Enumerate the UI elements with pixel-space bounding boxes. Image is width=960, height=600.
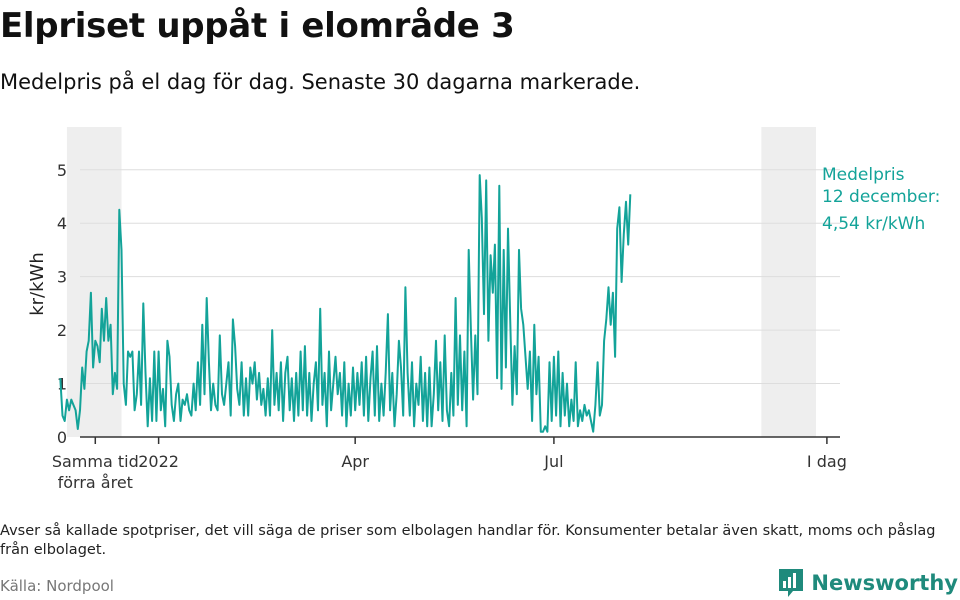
- y-tick-label-1: 1: [57, 375, 67, 394]
- x-tick-label-0: Samma tid: [52, 452, 139, 471]
- x-tick-label-0-line-2: förra året: [58, 473, 133, 492]
- brand-name: Newsworthy: [811, 571, 958, 595]
- x-tick-label-2: Apr: [341, 452, 369, 471]
- y-axis-ticks: 0 1 2 3 4 5: [57, 161, 67, 447]
- x-tick-label-3: Jul: [543, 452, 563, 471]
- annotation-line-3: 4,54 kr/kWh: [822, 214, 925, 234]
- y-tick-label-5: 5: [57, 161, 67, 180]
- annotation-line-1: Medelpris: [822, 165, 905, 185]
- shaded-period-1: [761, 127, 816, 437]
- brand-logo[interactable]: Newsworthy: [777, 566, 958, 600]
- annotation-line-2: 12 december:: [822, 187, 940, 207]
- x-tick-label-4: I dag: [807, 452, 847, 471]
- footnote: Avser så kallade spotpriser, det vill sä…: [0, 523, 936, 558]
- y-tick-label-2: 2: [57, 321, 67, 340]
- y-tick-label-4: 4: [57, 214, 67, 233]
- y-axis-label: kr/kWh: [27, 252, 48, 316]
- chart-subtitle: Medelpris på el dag för dag. Senaste 30 …: [0, 70, 641, 94]
- newsworthy-logo-icon: [779, 569, 804, 597]
- x-axis-ticks: Samma tid förra året 2022 Apr Jul I dag: [52, 437, 847, 492]
- source-credit: Källa: Nordpool: [0, 577, 114, 595]
- chart-title: Elpriset uppåt i elområde 3: [0, 6, 515, 46]
- series-line-medelpris: [59, 174, 632, 433]
- x-tick-label-1: 2022: [138, 452, 179, 471]
- y-tick-label-3: 3: [57, 268, 67, 287]
- series-layer: [59, 174, 632, 433]
- y-tick-label-0: 0: [57, 428, 67, 447]
- line-chart: 0 1 2 3 4 5 Samma tid förra året 2022 Apr Jul I da…: [27, 127, 940, 492]
- annotation: Medelpris 12 december: 4,54 kr/kWh: [822, 165, 940, 234]
